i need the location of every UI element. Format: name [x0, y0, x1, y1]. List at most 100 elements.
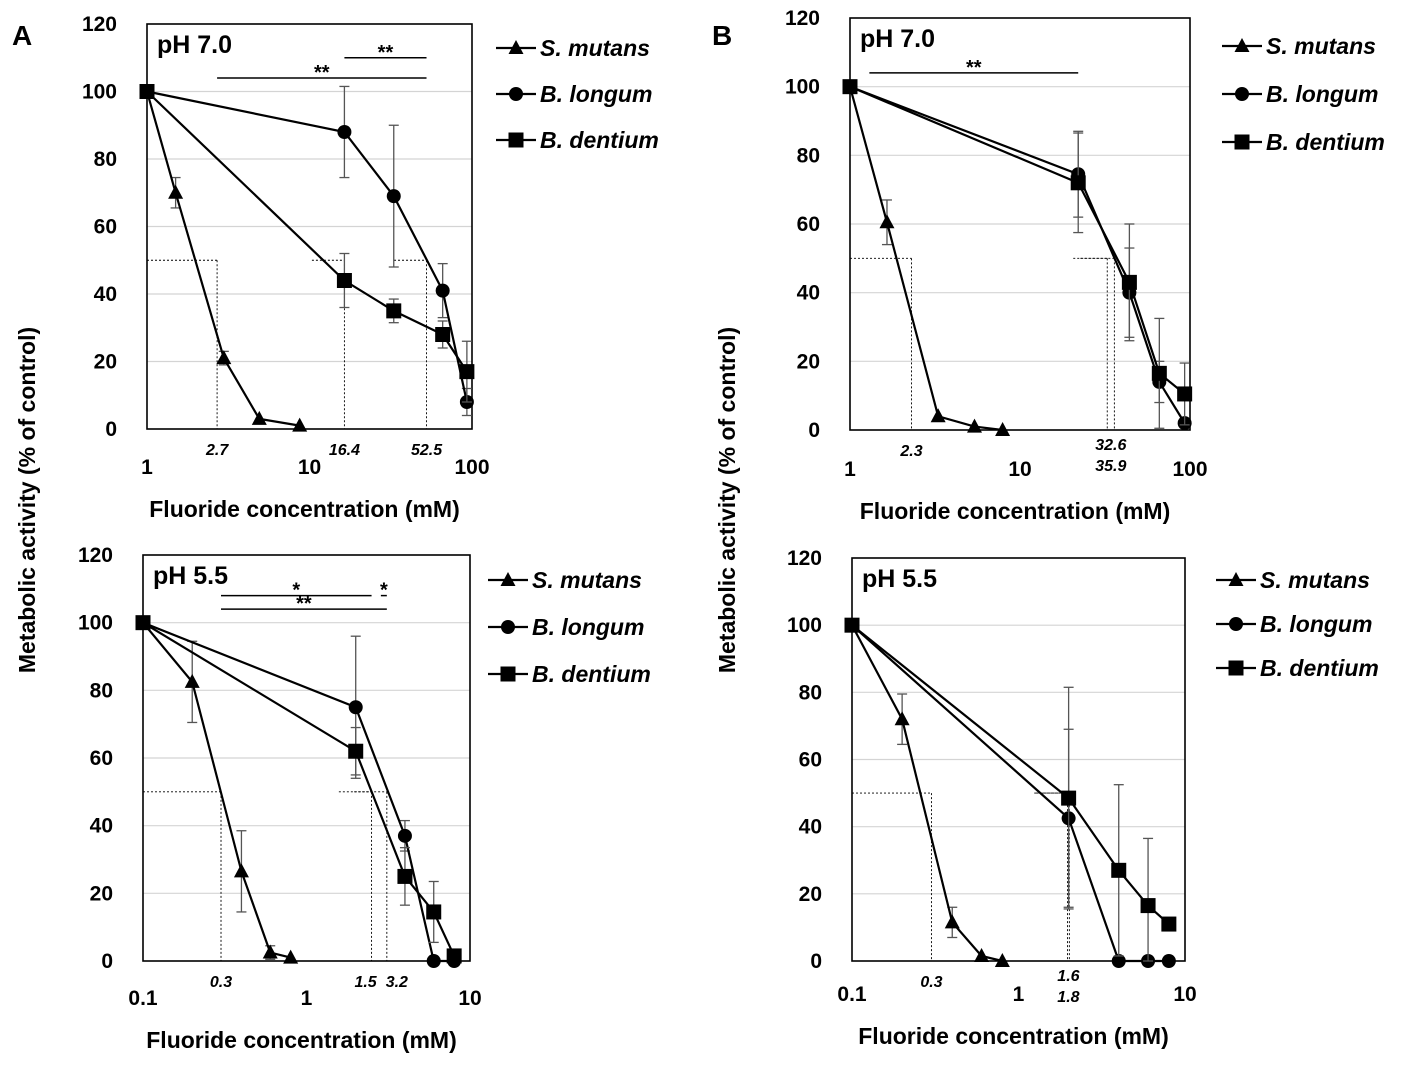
- legend-marker: [1228, 660, 1244, 676]
- significance-stars: *: [292, 580, 300, 602]
- ic50-value-label: 0.3: [920, 974, 942, 991]
- panel-letter-a: A: [12, 20, 32, 51]
- y-tick-label: 0: [105, 418, 117, 441]
- legend-label: B. dentium: [1266, 129, 1385, 155]
- x-tick-label: 0.1: [128, 987, 158, 1010]
- y-tick-label: 0: [808, 419, 820, 442]
- legend-entry: B. longum: [1216, 611, 1372, 637]
- x-tick-label: 100: [454, 456, 489, 479]
- plot-title: pH 5.5: [862, 565, 937, 593]
- y-tick-label: 120: [785, 7, 820, 30]
- data-point: [879, 214, 895, 229]
- significance-stars: **: [378, 42, 394, 64]
- data-point: [184, 673, 200, 688]
- data-point: [292, 417, 308, 432]
- data-point: [930, 408, 946, 423]
- legend-entry: B. longum: [488, 614, 644, 640]
- legend-entry: B. dentium: [488, 661, 651, 687]
- legend-entry: S. mutans: [488, 567, 642, 593]
- series-b-dentium: [844, 617, 1177, 962]
- y-tick-label: 80: [94, 148, 117, 171]
- data-point: [435, 283, 450, 298]
- panel-letter-b: B: [712, 20, 732, 51]
- series-s-mutans: [139, 83, 308, 432]
- ic50-value-label: 35.9: [1095, 458, 1126, 475]
- data-point: [168, 184, 184, 199]
- y-tick-label: 120: [82, 13, 117, 36]
- legend-entry: B. longum: [496, 81, 652, 107]
- legend-entry: B. dentium: [1216, 655, 1379, 681]
- legend-label: B. longum: [1266, 81, 1378, 107]
- ic50-value-label: 16.4: [329, 442, 360, 459]
- x-axis-label: Fluoride concentration (mM): [858, 1023, 1169, 1049]
- x-tick-label: 10: [458, 987, 481, 1010]
- y-tick-label: 40: [94, 283, 117, 306]
- data-point: [397, 828, 412, 843]
- plot-frame: [142, 554, 471, 962]
- data-point: [435, 327, 451, 342]
- data-point: [1140, 898, 1156, 914]
- series-line: [851, 624, 1169, 963]
- series-line: [142, 621, 456, 957]
- data-point: [1111, 954, 1126, 968]
- plot-frame: [851, 557, 1186, 962]
- x-tick-label: 10: [1008, 458, 1031, 481]
- data-point: [386, 303, 402, 319]
- y-tick-label: 20: [90, 882, 113, 905]
- series-b-dentium: [135, 615, 462, 964]
- legend-marker: [500, 666, 516, 682]
- x-tick-label: 0.1: [837, 983, 867, 1006]
- data-point: [894, 711, 910, 726]
- data-point: [233, 863, 249, 878]
- legend-entry: S. mutans: [1222, 33, 1376, 59]
- legend-entry: B. dentium: [1222, 129, 1385, 155]
- ic50-value-label: 0.3: [210, 974, 232, 991]
- data-point: [251, 410, 267, 425]
- y-tick-label: 20: [799, 883, 822, 906]
- series-line: [851, 624, 1170, 925]
- x-tick-label: 1: [301, 987, 313, 1010]
- series-line: [849, 85, 1186, 395]
- legend-marker: [1234, 38, 1250, 52]
- data-point: [844, 617, 860, 633]
- ic50-value-label: 2.3: [899, 443, 922, 460]
- y-tick-label: 0: [810, 950, 822, 973]
- y-tick-label: 80: [799, 681, 822, 704]
- legend-entry: B. dentium: [496, 127, 659, 153]
- y-tick-label: 0: [101, 950, 113, 973]
- y-tick-label: 40: [797, 282, 820, 305]
- y-axis-label-left: Metabolic activity (% of control): [14, 327, 40, 673]
- legend-marker: [509, 87, 523, 101]
- y-tick-label: 120: [787, 547, 822, 570]
- significance-stars: **: [966, 57, 982, 79]
- data-point: [1111, 862, 1127, 878]
- data-point: [337, 125, 352, 139]
- data-point: [139, 84, 155, 99]
- legend-marker: [508, 40, 524, 54]
- legend-marker: [1228, 572, 1244, 586]
- series-line: [146, 90, 468, 373]
- series-line: [851, 624, 1003, 963]
- legend-label: B. longum: [532, 614, 644, 640]
- legend-label: B. dentium: [532, 661, 651, 687]
- y-tick-label: 120: [78, 544, 113, 567]
- x-tick-label: 10: [1173, 983, 1196, 1006]
- x-tick-label: 1: [141, 456, 153, 479]
- data-point: [283, 949, 299, 964]
- x-tick-label: 1: [1013, 983, 1025, 1006]
- data-point: [1121, 274, 1137, 290]
- data-point: [386, 189, 401, 204]
- data-point: [446, 948, 462, 964]
- data-point: [1151, 365, 1167, 381]
- legend-marker: [1235, 87, 1249, 101]
- legend-label: B. dentium: [540, 127, 659, 153]
- series-line: [849, 85, 1186, 424]
- y-tick-label: 40: [90, 815, 113, 838]
- plot-frame: [146, 23, 473, 430]
